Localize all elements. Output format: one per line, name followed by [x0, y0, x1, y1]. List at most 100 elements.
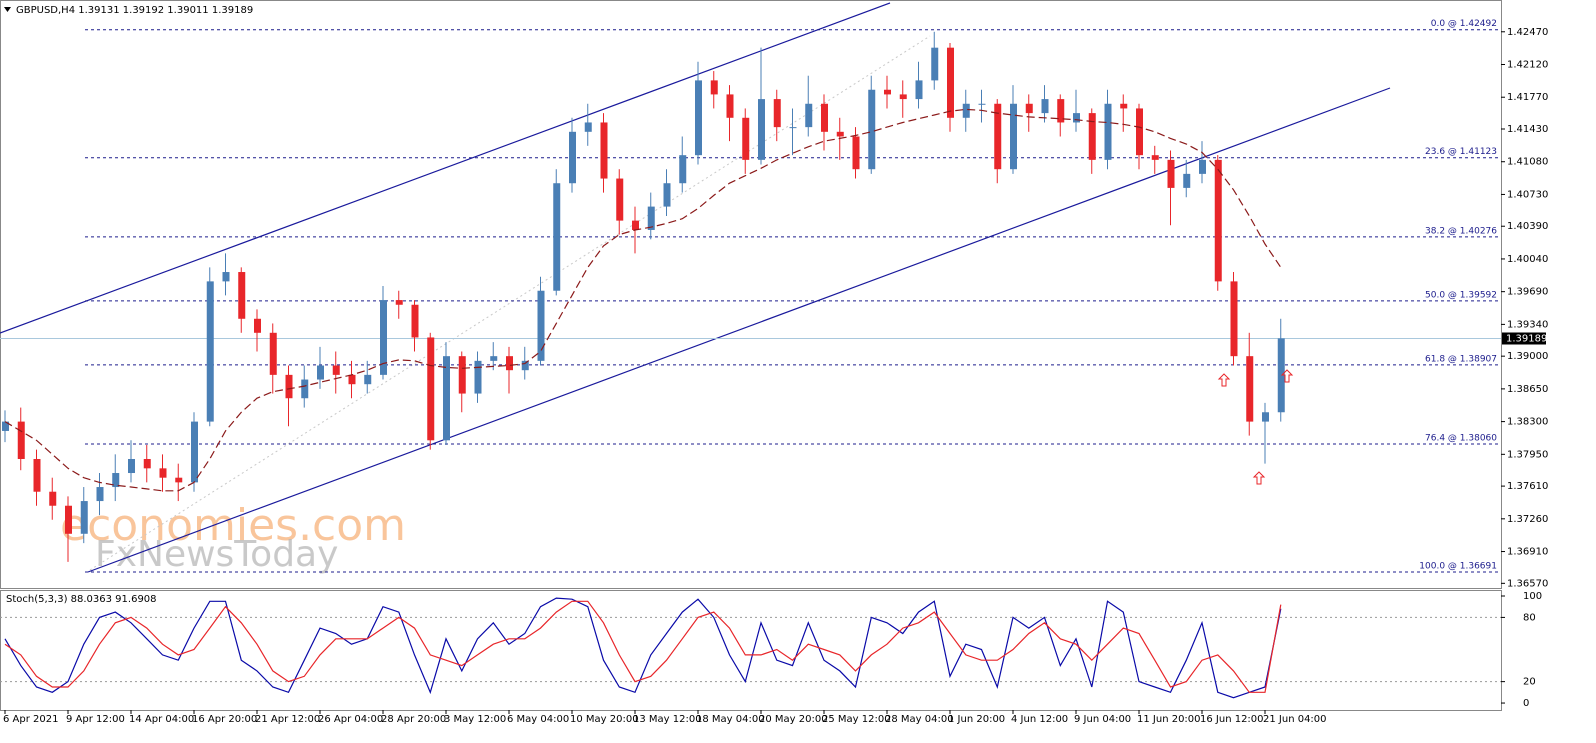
stoch-line: [4, 600, 1282, 693]
x-tick-label: 21 Apr 12:00: [255, 714, 320, 725]
y-tick-label: 1.41080: [1507, 157, 1548, 168]
y-tick-label: 1.37610: [1507, 481, 1548, 492]
candle-body: [222, 272, 230, 282]
candle-body: [1246, 356, 1254, 422]
y-tick-label: 1.42470: [1507, 27, 1548, 38]
x-tick-label: 13 May 12:00: [633, 714, 702, 725]
candle-body: [1167, 159, 1175, 188]
x-tick-label: 20 May 20:00: [759, 714, 828, 725]
y-tick-label: 1.39000: [1507, 351, 1548, 362]
candle-body: [395, 300, 403, 305]
arrow-icon: [1217, 373, 1231, 387]
candle-body: [427, 337, 435, 441]
y-tick-label: 1.36910: [1507, 547, 1548, 558]
arrow-icon: [1280, 369, 1294, 383]
candle-body: [962, 103, 970, 118]
candle-body: [254, 318, 261, 333]
candle-body: [852, 136, 860, 170]
fib-label: 50.0 @ 1.39592: [1425, 290, 1497, 300]
fib-label: 38.2 @ 1.40276: [1425, 226, 1497, 236]
candle-body: [112, 473, 120, 488]
candle-body: [1057, 99, 1065, 123]
price-box: [1502, 332, 1546, 345]
menu-icon[interactable]: [4, 7, 11, 12]
candle-body: [584, 122, 592, 132]
candle-body: [1041, 99, 1049, 114]
x-tick-label: 16 Jun 12:00: [1200, 714, 1264, 725]
candle-body: [616, 178, 624, 221]
y-tick-label: 1.40390: [1507, 221, 1548, 232]
x-tick-label: 9 Jun 04:00: [1074, 714, 1131, 725]
candle-body: [175, 477, 183, 483]
candle-body: [206, 281, 214, 422]
candle-body: [1183, 173, 1191, 188]
candle-body: [80, 501, 88, 534]
candle-body: [600, 122, 608, 179]
candle-body: [411, 304, 419, 338]
y-tick-label: 1.39340: [1507, 319, 1548, 330]
candle-body: [978, 103, 986, 105]
chart-title: GBPUSD,H4 1.39131 1.39192 1.39011 1.3918…: [16, 5, 253, 16]
candle-body: [96, 487, 104, 502]
fib-label: 23.6 @ 1.41123: [1425, 147, 1497, 157]
candle-body: [742, 117, 750, 160]
candle-body: [569, 131, 576, 184]
x-tick-label: 25 May 12:00: [822, 714, 891, 725]
candle-body: [380, 300, 387, 375]
stoch-line: [4, 597, 1282, 699]
candle-body: [1073, 113, 1080, 123]
fib-label: 100.0 @ 1.36691: [1419, 562, 1497, 572]
stoch-panel: [0, 590, 1502, 711]
candle-body: [348, 374, 356, 385]
candle-body: [128, 458, 135, 474]
candle-body: [758, 99, 765, 160]
candle-body: [663, 183, 671, 207]
candle-body: [458, 356, 466, 394]
candle-body: [521, 360, 529, 371]
x-tick-label: 28 May 04:00: [885, 714, 954, 725]
y-tick-label: 1.38650: [1507, 384, 1548, 395]
candle-body: [789, 127, 797, 129]
candle-body: [710, 80, 718, 95]
y-tick-label: 1.38300: [1507, 417, 1548, 428]
fib-trend-line: [89, 35, 931, 571]
candle-body: [285, 374, 293, 399]
x-tick-label: 16 Apr 20:00: [192, 714, 257, 725]
y-tick-label: 1.40730: [1507, 189, 1548, 200]
arrow-icon: [1252, 471, 1266, 485]
x-tick-label: 28 Apr 20:00: [381, 714, 446, 725]
candle-body: [238, 272, 246, 319]
y-tick-label: 1.40040: [1507, 254, 1548, 265]
candle-body: [773, 99, 781, 128]
plot-layer: 0.0 @ 1.42492 23.6 @ 1.41123 38.2 @ 1.4027…: [0, 19, 1501, 699]
candle-body: [994, 103, 1002, 170]
y-tick-label: 1.37950: [1507, 449, 1548, 460]
x-tick-label: 6 May 04:00: [507, 714, 569, 725]
x-tick-label: 21 Jun 04:00: [1263, 714, 1327, 725]
candle-body: [2, 421, 9, 431]
candle-body: [931, 47, 939, 81]
candle-body: [679, 155, 687, 184]
stoch-tick-label: 100: [1523, 591, 1542, 602]
candle-body: [506, 356, 513, 371]
candle-body: [868, 89, 876, 170]
channel-line: [0, 2, 891, 334]
candle-body: [836, 131, 844, 137]
candle-body: [159, 468, 167, 478]
x-tick-label: 1 Jun 20:00: [948, 714, 1005, 725]
main-panel: [0, 0, 1502, 589]
candle-body: [899, 94, 907, 100]
candle-body: [317, 365, 324, 380]
candle-body: [1151, 155, 1159, 160]
stoch-tick-label: 80: [1523, 612, 1536, 623]
x-tick-label: 3 May 12:00: [444, 714, 506, 725]
stoch-tick-label: 20: [1523, 677, 1536, 688]
fib-label: 61.8 @ 1.38907: [1425, 354, 1497, 364]
candle-body: [474, 360, 482, 394]
x-tick-label: 14 Apr 04:00: [129, 714, 194, 725]
fib-label: 0.0 @ 1.42492: [1431, 19, 1497, 29]
candle-body: [947, 47, 954, 118]
x-tick-label: 26 Apr 04:00: [318, 714, 383, 725]
candle-body: [632, 220, 639, 230]
